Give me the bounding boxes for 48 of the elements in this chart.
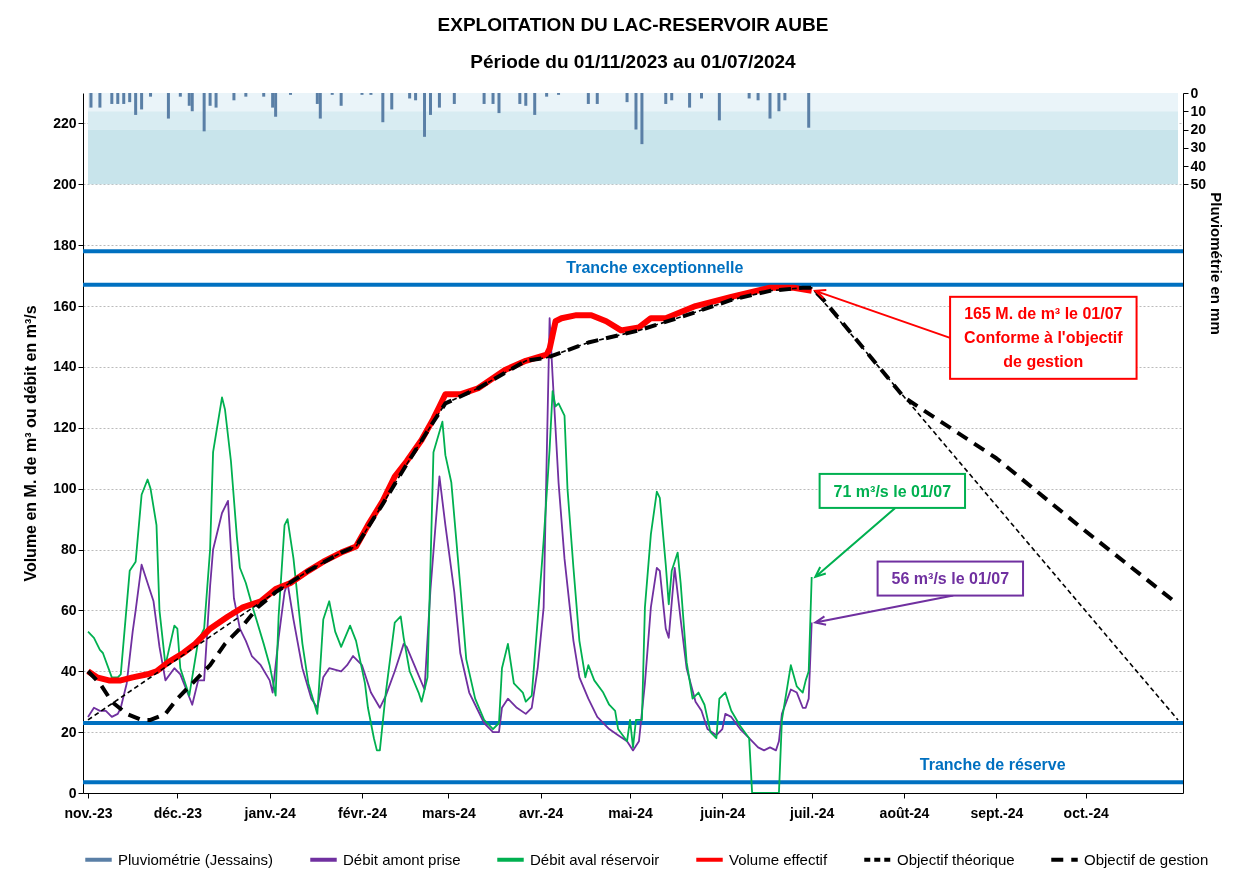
- y-tick-label: 200: [53, 175, 77, 192]
- y2-tick-label: 10: [1190, 102, 1207, 119]
- x-tick-label: août-24: [879, 804, 930, 821]
- x-tick-label: févr.-24: [337, 804, 388, 821]
- chart-title: EXPLOITATION DU LAC-RESERVOIR AUBE: [437, 14, 829, 35]
- annotation: 56 m³/s le 01/07: [891, 570, 1010, 588]
- legend-label: Débit aval réservoir: [530, 850, 660, 868]
- y2-axis-title: Pluviométrie en mm: [1208, 192, 1226, 335]
- x-tick-label: nov.-23: [64, 804, 113, 821]
- callout: 56 m³/s le 01/07: [876, 560, 1025, 597]
- y2-tick-label: 30: [1190, 139, 1207, 156]
- y-axis-title: Volume en M. de m³ ou débit en m³/s: [22, 305, 40, 582]
- x-tick-label: juil.-24: [789, 804, 835, 821]
- ref-line-label: Tranche de réserve: [919, 756, 1066, 774]
- y-tick-label: 0: [68, 784, 77, 801]
- y2-tick-label: 0: [1190, 84, 1199, 101]
- y-tick-label: 120: [53, 419, 77, 436]
- legend-label: Débit amont prise: [343, 850, 461, 868]
- chart-subtitle: Période du 01/11/2023 au 01/07/2024: [470, 51, 797, 72]
- x-tick-label: mars-24: [422, 804, 476, 821]
- annotation: 71 m³/s le 01/07: [833, 482, 952, 500]
- y-tick-label: 160: [53, 297, 77, 314]
- y-tick-label: 220: [53, 114, 77, 131]
- y-tick-label: 100: [53, 480, 77, 497]
- y2-tick-label: 40: [1190, 157, 1207, 174]
- x-tick-label: juin-24: [699, 804, 746, 821]
- x-tick-label: mai-24: [608, 804, 653, 821]
- callout: 165 M. de m³ le 01/07 Conforme à l'objectif de gestion: [949, 295, 1138, 380]
- x-tick-label: oct.-24: [1063, 804, 1109, 821]
- y-tick-label: 180: [53, 236, 77, 253]
- y2-tick-label: 20: [1190, 121, 1207, 138]
- y-tick-label: 80: [60, 541, 77, 558]
- x-tick-label: avr.-24: [518, 804, 564, 821]
- x-tick-label: sept.-24: [970, 804, 1024, 821]
- y2-tick-label: 50: [1190, 175, 1207, 192]
- legend-label: Volume effectif: [729, 850, 828, 868]
- y-tick-label: 20: [60, 723, 77, 740]
- y-tick-label: 60: [60, 601, 77, 618]
- y-tick-label: 140: [53, 358, 77, 375]
- callout: 71 m³/s le 01/07: [818, 472, 967, 509]
- legend-label: Objectif de gestion: [1084, 850, 1209, 868]
- legend-label: Pluviométrie (Jessains): [118, 850, 274, 868]
- x-tick-label: déc.-23: [153, 804, 203, 821]
- y-tick-label: 40: [60, 662, 77, 679]
- ref-line-label: Tranche exceptionnelle: [566, 258, 744, 276]
- annotation: 165 M. de m³ le 01/07 Conforme à l'objectif de gestion: [964, 305, 1124, 371]
- legend-label: Objectif théorique: [897, 850, 1015, 868]
- x-tick-label: janv.-24: [243, 804, 296, 821]
